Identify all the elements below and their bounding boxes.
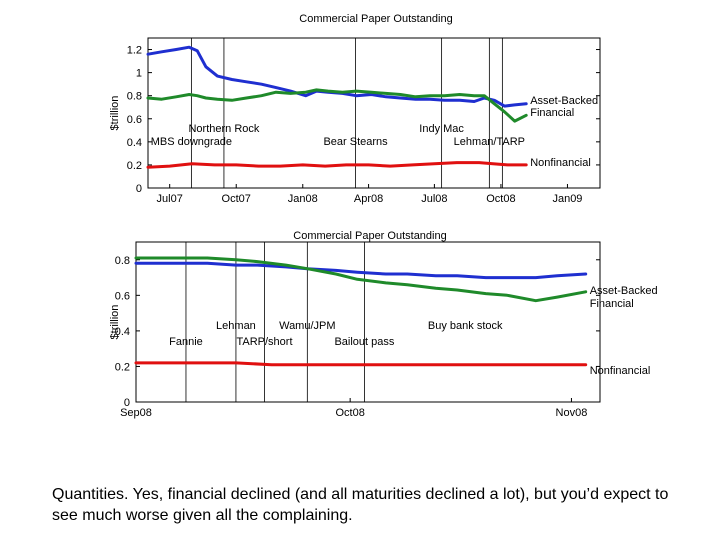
chart1-event-label: Indy Mac xyxy=(419,123,464,135)
chart2-event-label: Lehman xyxy=(216,320,256,332)
chart2-plot-frame xyxy=(135,241,601,403)
chart2-event-label: Bailout pass xyxy=(334,336,394,348)
chart2-title: Commercial Paper Outstanding xyxy=(293,230,446,242)
chart2-y-tick-label: 0.2 xyxy=(115,361,130,373)
chart1-y-tick-label: 1.2 xyxy=(127,45,142,57)
chart2-event-label: Wamu/JPM xyxy=(279,320,335,332)
chart1-y-tick-label: 0.8 xyxy=(127,91,142,103)
chart2-series-line-asset-backed xyxy=(134,261,588,280)
chart1-plot-frame xyxy=(147,37,601,189)
chart1-x-tick-label: Jan08 xyxy=(288,193,318,205)
chart2-series-line-nonfinancial xyxy=(134,361,588,367)
top-chart: Commercial Paper Outstanding $trillion 0 0.… xyxy=(109,13,601,205)
chart1-x-tick-label: Apr08 xyxy=(354,193,383,205)
chart1-x-tick-label: Jan09 xyxy=(552,193,582,205)
chart1-y-tick-label: 0.2 xyxy=(127,160,142,172)
chart2-event-label: Fannie xyxy=(169,336,203,348)
chart1-series-line-financial xyxy=(146,88,528,123)
chart2-series-line-financial xyxy=(134,256,588,303)
chart2-x-tick-label: Nov08 xyxy=(556,407,588,419)
chart1-series-label: Asset-Backed xyxy=(530,95,598,107)
chart1-y-tick-label: 1 xyxy=(136,68,142,80)
chart1-y-tick-label: 0.4 xyxy=(127,137,142,149)
chart2-y-tick-label: 0 xyxy=(124,397,130,409)
chart1-event-label: Bear Stearns xyxy=(323,136,388,148)
chart2-y-tick-label: 0.4 xyxy=(115,326,130,338)
bottom-chart: Commercial Paper Outstanding $trillion 0 0.… xyxy=(109,230,658,419)
chart1-series-label: Financial xyxy=(530,107,574,119)
chart1-x-tick-label: Oct08 xyxy=(486,193,515,205)
chart2-series-label: Asset-Backed xyxy=(590,285,658,297)
chart2-event-label: TARP/short xyxy=(236,336,292,348)
chart2-y-tick-label: 0.8 xyxy=(115,255,130,267)
chart2-x-tick-label: Oct08 xyxy=(335,407,364,419)
chart1-title: Commercial Paper Outstanding xyxy=(299,13,452,25)
chart1-y-tick-label: 0.6 xyxy=(127,114,142,126)
chart2-annotation: Buy bank stock xyxy=(428,320,503,332)
chart1-y-tick-label: 0 xyxy=(136,183,142,195)
chart2-x-tick-label: Sep08 xyxy=(120,407,152,419)
chart1-series-line-nonfinancial xyxy=(146,161,528,169)
chart2-y-axis-label: $trillion xyxy=(109,305,121,340)
chart1-series-label: Nonfinancial xyxy=(530,157,591,169)
chart1-x-tick-label: Oct07 xyxy=(222,193,251,205)
chart2-y-tick-label: 0.6 xyxy=(115,290,130,302)
chart1-x-tick-label: Jul08 xyxy=(421,193,447,205)
chart2-series-label: Financial xyxy=(590,298,634,310)
chart2-series-label: Nonfinancial xyxy=(590,365,651,377)
chart1-event-label: Lehman/TARP xyxy=(454,136,525,148)
chart1-x-tick-label: Jul07 xyxy=(157,193,183,205)
chart1-event-label: Northern Rock xyxy=(188,123,259,135)
caption-text: Quantities. Yes, financial declined (and… xyxy=(52,486,669,524)
chart1-y-axis-label: $trillion xyxy=(109,96,121,131)
chart1-event-label: MBS downgrade xyxy=(151,136,232,148)
